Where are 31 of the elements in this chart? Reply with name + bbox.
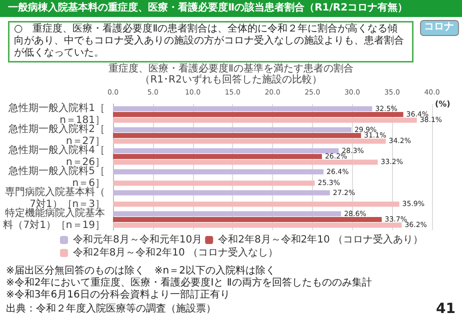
text: ○ 重症度、医療・看護必要度Ⅱの患者割合は、全体的に令和２年に割合が高くなる傾向があり、中でもコロナ受入ありの施設の方がコロナ受入なしの施設よりも、患者割合が低くなっていた。: [14, 22, 404, 58]
bar: [113, 211, 342, 216]
text: ※届出区分無回答のものは除く ※n＝2以下の入院料は除く: [6, 264, 276, 276]
bar: [113, 154, 322, 160]
bar: [113, 112, 404, 118]
bar: [113, 180, 315, 186]
chart-subtitle: 重症度、医療・看護必要度Ⅱの基準を満たす患者の割合: [108, 62, 354, 74]
bar: [113, 138, 386, 144]
bar: [113, 127, 352, 132]
y-tick-label: 特定機能病院入院基本料（7対1）［n＝19］: [3, 207, 105, 231]
text: 41: [436, 301, 456, 317]
legend-label: 令和2年8月～令和2年10 （コロナ受入なし）: [73, 246, 278, 258]
text: コロナ: [424, 22, 454, 32]
bar: [113, 106, 372, 112]
x-axis-title: (%): [435, 100, 450, 108]
text: ※令和3年6月16日の分科会資料より一部訂正有り: [6, 288, 230, 300]
text: ※令和2年において重症度、医療・看護必要度Ⅰと Ⅱの両方を回答したもののみ集計: [6, 276, 372, 288]
bar: [113, 169, 324, 174]
bar: [113, 148, 339, 154]
bar: [113, 222, 402, 228]
bar: [113, 118, 417, 123]
source-note: 出典：令和２年度入院医療等の調査（施設票）: [6, 302, 216, 314]
bar: [113, 132, 362, 138]
bar: [113, 216, 382, 222]
bar: [113, 190, 330, 196]
bar: [113, 202, 400, 207]
bar: [113, 160, 378, 165]
text: （R1･R2いずれも回答した施設の比較）: [140, 74, 322, 86]
legend-label: 令和元年8月～令和元年10月: [73, 234, 202, 246]
legend-label: 令和2年8月～令和2年10 （コロナ受入あり）: [218, 234, 424, 246]
chart-title: 一般病棟入院基本料の重症度、医療・看護必要度Ⅱの該当患者割合（R1/R2コロナ有無）: [8, 2, 408, 14]
